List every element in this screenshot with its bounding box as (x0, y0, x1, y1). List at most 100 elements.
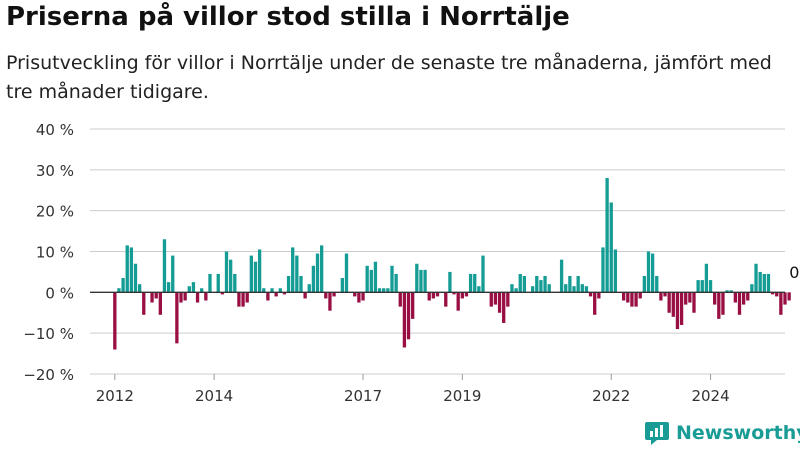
bar (344, 253, 349, 293)
bar (713, 292, 717, 305)
bar (357, 292, 361, 303)
bar (489, 292, 493, 307)
bar (675, 292, 680, 330)
bar (452, 292, 456, 295)
bar (539, 280, 543, 293)
bar (597, 292, 601, 299)
bar (411, 292, 415, 319)
bar (137, 284, 142, 293)
bar (530, 286, 535, 293)
bar (626, 292, 630, 303)
bar (365, 265, 369, 293)
bar (315, 253, 320, 293)
bar (154, 292, 158, 299)
bar (340, 278, 345, 293)
bar (332, 292, 336, 297)
bar (274, 292, 278, 297)
bar (328, 292, 332, 311)
bar (224, 251, 229, 293)
bar (382, 288, 386, 293)
bar (398, 292, 402, 307)
bar (613, 249, 618, 293)
bar (216, 273, 220, 293)
bar (377, 288, 382, 293)
bar (229, 259, 233, 293)
bar (353, 292, 357, 297)
bar (630, 292, 634, 307)
bar (762, 273, 766, 293)
bar (502, 292, 506, 323)
bar (220, 292, 225, 295)
bar (737, 292, 742, 315)
bar (779, 292, 783, 315)
bar (741, 292, 746, 305)
bar (622, 292, 626, 301)
bar (113, 292, 117, 350)
bar (655, 276, 659, 293)
bar (783, 292, 787, 305)
bar (564, 284, 568, 293)
bar (684, 292, 688, 305)
x-tick-label: 2014 (195, 387, 233, 405)
bar (506, 292, 510, 307)
bar (696, 280, 700, 293)
bar (609, 202, 613, 293)
bar (584, 286, 589, 293)
bar (514, 288, 518, 293)
bar (576, 276, 580, 293)
y-tick-label: 10 % (36, 244, 74, 262)
bar (291, 247, 295, 293)
bar (750, 284, 754, 293)
bar (233, 273, 237, 293)
bar (133, 263, 138, 293)
bar (775, 292, 779, 297)
bar (717, 292, 721, 319)
bar (208, 273, 212, 293)
bar (518, 273, 522, 293)
bar (249, 255, 253, 293)
bar (634, 292, 638, 307)
x-tick-label: 2022 (592, 387, 630, 405)
bar (179, 292, 183, 303)
bar (415, 263, 419, 293)
y-tick-label: −10 % (23, 325, 74, 343)
bar (171, 255, 175, 293)
bar (448, 271, 452, 293)
axes: −20 % −10 % 0 % 10 % 20 % 30 % 40 % 2012 2014 201… (23, 121, 785, 405)
bar (324, 292, 328, 299)
bar (638, 292, 642, 299)
bar (278, 288, 282, 293)
bar (704, 263, 709, 293)
bar (253, 261, 258, 293)
bar (121, 278, 125, 293)
bar (175, 292, 179, 344)
bar (311, 265, 316, 293)
bar (593, 292, 597, 315)
bar (481, 255, 485, 293)
last-value-label: 0 % (789, 263, 800, 282)
bar (419, 269, 423, 293)
bar (125, 245, 129, 293)
x-tick-label: 2019 (443, 387, 481, 405)
bar (444, 292, 448, 307)
bar (406, 292, 411, 340)
bar (667, 292, 671, 313)
bar (605, 178, 609, 293)
bar (431, 292, 436, 299)
bar (245, 292, 249, 303)
bar (493, 292, 498, 305)
bar (646, 251, 651, 293)
bar (195, 292, 200, 303)
bar (307, 284, 311, 293)
bar (568, 276, 572, 293)
bar (361, 292, 365, 301)
bar (435, 292, 440, 297)
bar (580, 284, 584, 293)
bar (200, 288, 204, 293)
bar (464, 292, 469, 297)
bar (237, 292, 241, 307)
y-tick-label: 30 % (36, 162, 74, 180)
brand-name: Newsworthy (676, 422, 800, 444)
y-tick-label: −20 % (23, 366, 74, 384)
grid-lines (90, 128, 785, 375)
